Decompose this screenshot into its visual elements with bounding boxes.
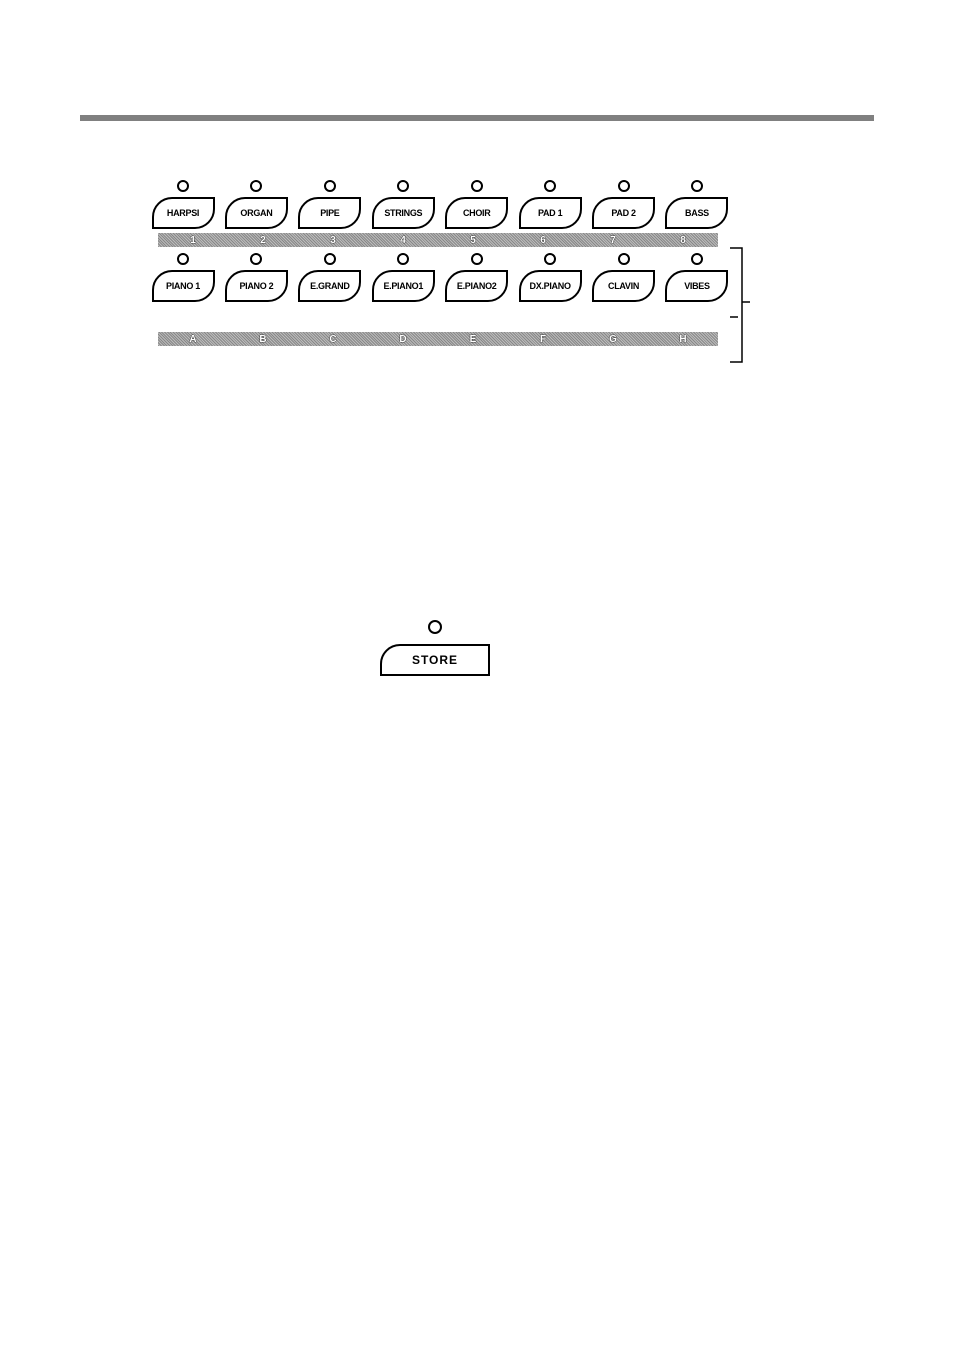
strip-cell: 7 [578, 233, 648, 247]
voice-button-clavin[interactable]: CLAVIN [591, 253, 657, 302]
strip-cell: C [298, 332, 368, 346]
voice-button-panel: HARPSI ORGAN PIPE STRINGS CHOIR PAD 1 PA… [150, 180, 730, 346]
led-icon [618, 253, 630, 265]
voice-label: BASS [685, 208, 709, 218]
voice-label: PIANO 2 [239, 281, 273, 291]
strip-cell: 5 [438, 233, 508, 247]
strip-cell: F [508, 332, 578, 346]
voice-label: ORGAN [240, 208, 272, 218]
voice-button-piano1[interactable]: PIANO 1 [150, 253, 216, 302]
voice-button-vibes[interactable]: VIBES [664, 253, 730, 302]
led-icon [544, 180, 556, 192]
strip-cell: B [228, 332, 298, 346]
led-icon [177, 180, 189, 192]
led-icon [250, 253, 262, 265]
voice-label: CHOIR [463, 208, 491, 218]
led-icon [324, 253, 336, 265]
voice-label: STRINGS [384, 208, 422, 218]
store-label: STORE [412, 653, 458, 667]
strip-cell: 6 [508, 233, 578, 247]
strip-cell: G [578, 332, 648, 346]
voice-button-pad1[interactable]: PAD 1 [517, 180, 583, 229]
voice-button-egrand[interactable]: E.GRAND [297, 253, 363, 302]
voice-row-top: HARPSI ORGAN PIPE STRINGS CHOIR PAD 1 PA… [150, 180, 730, 229]
led-icon [397, 253, 409, 265]
led-icon [691, 180, 703, 192]
voice-button-bass[interactable]: BASS [664, 180, 730, 229]
section-rule [80, 115, 874, 121]
strip-cell: E [438, 332, 508, 346]
voice-label: PIANO 1 [166, 281, 200, 291]
voice-button-organ[interactable]: ORGAN [223, 180, 289, 229]
voice-label: E.GRAND [310, 281, 349, 291]
strip-cell: 3 [298, 233, 368, 247]
voice-label: PIPE [320, 208, 339, 218]
store-button[interactable]: STORE [380, 620, 490, 676]
voice-button-dxpiano[interactable]: DX.PIANO [517, 253, 583, 302]
led-icon [177, 253, 189, 265]
led-icon [691, 253, 703, 265]
voice-button-strings[interactable]: STRINGS [370, 180, 436, 229]
led-icon [471, 180, 483, 192]
voice-button-epiano2[interactable]: E.PIANO2 [444, 253, 510, 302]
voice-button-epiano1[interactable]: E.PIANO1 [370, 253, 436, 302]
led-icon [250, 180, 262, 192]
led-icon [397, 180, 409, 192]
voice-label: DX.PIANO [530, 281, 571, 291]
strip-cell: H [648, 332, 718, 346]
strip-cell: 4 [368, 233, 438, 247]
voice-button-harpsi[interactable]: HARPSI [150, 180, 216, 229]
led-icon [544, 253, 556, 265]
bracket-icon [730, 242, 750, 372]
strip-cell: 2 [228, 233, 298, 247]
led-icon [324, 180, 336, 192]
letter-strip: A B C D E F G H [158, 332, 718, 346]
voice-label: CLAVIN [608, 281, 639, 291]
number-strip: 1 2 3 4 5 6 7 8 [158, 233, 718, 247]
strip-cell: 1 [158, 233, 228, 247]
led-icon [471, 253, 483, 265]
voice-label: E.PIANO1 [383, 281, 423, 291]
led-icon [428, 620, 442, 634]
voice-button-choir[interactable]: CHOIR [444, 180, 510, 229]
voice-button-pipe[interactable]: PIPE [297, 180, 363, 229]
voice-row-bottom: PIANO 1 PIANO 2 E.GRAND E.PIANO1 E.PIANO… [150, 253, 730, 302]
voice-label: PAD 1 [538, 208, 562, 218]
strip-cell: D [368, 332, 438, 346]
voice-button-pad2[interactable]: PAD 2 [591, 180, 657, 229]
led-icon [618, 180, 630, 192]
strip-cell: 8 [648, 233, 718, 247]
voice-label: VIBES [684, 281, 710, 291]
voice-label: HARPSI [167, 208, 199, 218]
voice-label: E.PIANO2 [457, 281, 497, 291]
strip-cell: A [158, 332, 228, 346]
voice-button-piano2[interactable]: PIANO 2 [223, 253, 289, 302]
voice-label: PAD 2 [611, 208, 635, 218]
